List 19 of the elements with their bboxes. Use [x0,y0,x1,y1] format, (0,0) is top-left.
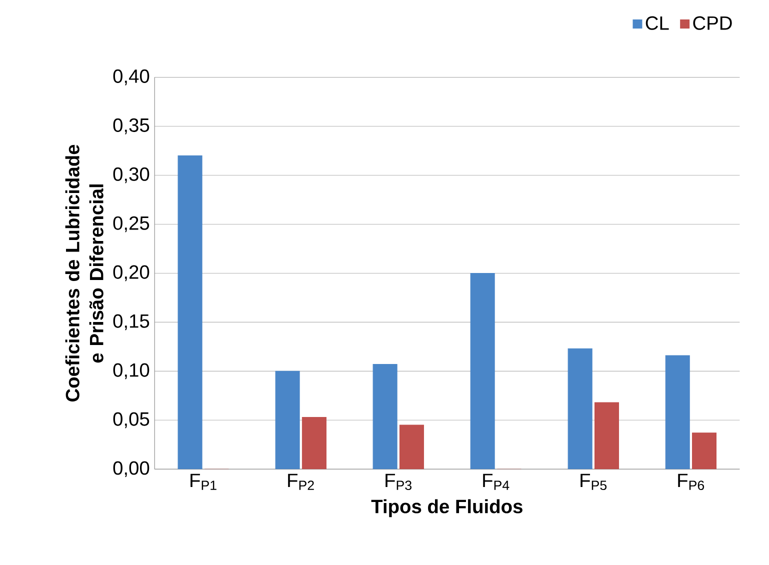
y-axis-title: Coeficientes de Lubricidade e Prisão Diferencial [65,144,104,402]
x-tick-label: F$_{P1}$ [190,474,216,490]
x-tick-label: F$_{P6}$ [678,474,704,490]
y-tick-label: 0,15 [113,314,150,330]
y-tick-label: 0,30 [113,167,150,184]
x-tick-label: F$_{P2}$ [288,474,314,490]
y-tick-label: 0,40 [113,69,150,86]
y-tick-label: 0,35 [113,118,150,134]
y-tick-label: 0,25 [113,216,150,232]
legend-label: CPD [693,16,732,30]
x-tick-label: F$_{P3}$ [386,474,412,490]
x-axis-title: Tipos de Fluidos [371,499,522,518]
x-tick-label: F$_{P5}$ [580,474,607,490]
y-tick-label: 0,05 [113,412,150,428]
y-tick-label: 0,10 [113,363,150,380]
legend-label: CL [646,16,669,30]
x-tick-label: F$_{P4}$ [483,474,510,490]
y-tick-label: 0,20 [113,265,150,282]
y-tick-label: 0,00 [113,461,150,478]
